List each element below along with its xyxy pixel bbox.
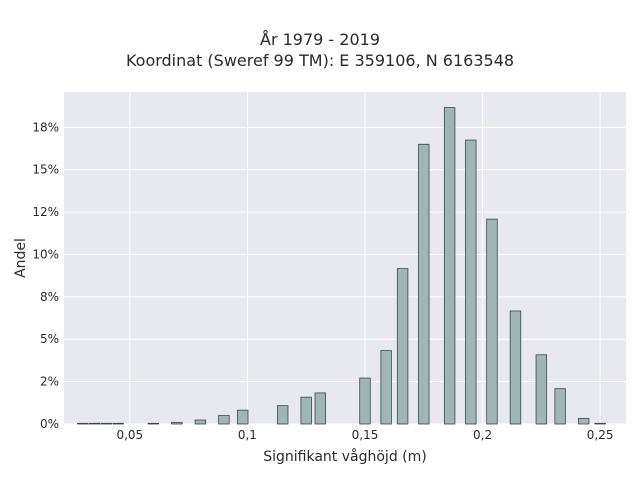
y-tick-label: 5% xyxy=(40,332,59,346)
y-tick-label: 18% xyxy=(32,120,59,134)
y-tick-label: 12% xyxy=(32,205,59,219)
bar xyxy=(112,422,124,425)
chart-title-line-1: År 1979 - 2019 xyxy=(260,30,380,49)
bar xyxy=(396,268,409,425)
bar xyxy=(554,388,566,425)
bar xyxy=(594,422,606,425)
x-tick-label: 0,05 xyxy=(116,428,143,442)
grid xyxy=(64,92,626,425)
x-tick-label: 0,15 xyxy=(352,428,379,442)
bar xyxy=(276,405,289,425)
bar xyxy=(380,350,392,425)
bar xyxy=(300,396,312,425)
x-axis-label: Signifikant våghöjd (m) xyxy=(263,448,426,465)
bars xyxy=(77,107,606,425)
bar xyxy=(509,310,522,425)
bar xyxy=(147,422,160,425)
bar xyxy=(443,107,456,425)
x-tick-label: 0,2 xyxy=(473,428,492,442)
y-tick-label: 15% xyxy=(32,163,59,177)
chart-title-line-2: Koordinat (Sweref 99 TM): E 359106, N 61… xyxy=(125,51,515,70)
bar xyxy=(100,422,113,425)
plot-background xyxy=(64,92,626,424)
bar xyxy=(359,377,371,425)
bar xyxy=(218,415,230,425)
x-tick-label: 0,1 xyxy=(238,428,257,442)
y-tick-label: 8% xyxy=(40,290,59,304)
bar xyxy=(194,419,207,425)
bar xyxy=(418,143,430,425)
bar xyxy=(486,218,498,425)
bar xyxy=(171,421,183,425)
bar xyxy=(465,139,477,425)
x-tick-label: 0,25 xyxy=(587,428,614,442)
y-tick-label: 0% xyxy=(40,417,59,431)
bar xyxy=(577,417,590,425)
tick-labels: 0% 2% 5% 8% 10% 12% 15% 18% 0,05 0,1 0,15 0,2 0,25 xyxy=(32,120,613,442)
bar xyxy=(237,409,249,425)
bar xyxy=(314,392,327,425)
y-tick-label: 10% xyxy=(32,247,59,261)
bar xyxy=(535,354,548,425)
bar xyxy=(88,422,101,425)
y-axis-label: Andel xyxy=(13,238,29,278)
bar xyxy=(77,422,89,425)
y-tick-label: 2% xyxy=(40,375,59,389)
